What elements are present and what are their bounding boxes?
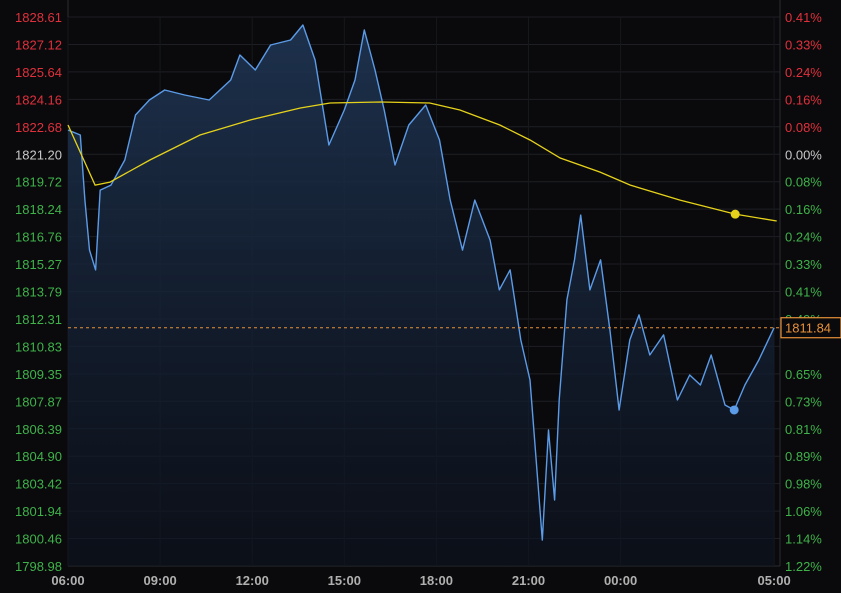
time-tick-label: 15:00 bbox=[328, 573, 361, 588]
right-tick-label: 0.81% bbox=[785, 422, 822, 437]
left-tick-label: 1824.16 bbox=[15, 92, 62, 107]
left-tick-label: 1813.79 bbox=[15, 285, 62, 300]
left-tick-label: 1821.20 bbox=[15, 147, 62, 162]
left-tick-label: 1822.68 bbox=[15, 120, 62, 135]
right-tick-label: 0.08% bbox=[785, 120, 822, 135]
price-line bbox=[67, 24, 775, 541]
left-tick-label: 1815.27 bbox=[15, 257, 62, 272]
right-tick-label: 0.73% bbox=[785, 394, 822, 409]
left-tick-label: 1825.64 bbox=[15, 65, 62, 80]
left-tick-label: 1801.94 bbox=[15, 504, 62, 519]
time-tick-label: 09:00 bbox=[143, 573, 176, 588]
left-tick-label: 1818.24 bbox=[15, 202, 62, 217]
left-axis: 1828.61 1827.12 1825.64 1824.16 1822.68 1821.… bbox=[15, 10, 62, 574]
series-lines bbox=[67, 24, 777, 541]
left-tick-label: 1804.90 bbox=[15, 449, 62, 464]
right-tick-label: 0.00% bbox=[785, 147, 822, 162]
right-tick-label: 0.24% bbox=[785, 65, 822, 80]
right-tick-label: 0.89% bbox=[785, 449, 822, 464]
time-tick-label: 18:00 bbox=[420, 573, 453, 588]
price-area bbox=[68, 25, 775, 566]
right-tick-label: 0.33% bbox=[785, 257, 822, 272]
time-tick-label: 21:00 bbox=[512, 573, 545, 588]
right-tick-label: 0.33% bbox=[785, 37, 822, 52]
left-tick-label: 1827.12 bbox=[15, 37, 62, 52]
left-tick-label: 1828.61 bbox=[15, 10, 62, 25]
time-tick-label: 05:00 bbox=[757, 573, 790, 588]
time-tick-label: 12:00 bbox=[236, 573, 269, 588]
left-tick-label: 1803.42 bbox=[15, 477, 62, 492]
moving_average-marker bbox=[730, 209, 740, 219]
right-tick-label: 0.08% bbox=[785, 175, 822, 190]
left-tick-label: 1806.39 bbox=[15, 422, 62, 437]
left-tick-label: 1800.46 bbox=[15, 532, 62, 547]
right-tick-label: 0.16% bbox=[785, 202, 822, 217]
left-tick-label: 1809.35 bbox=[15, 367, 62, 382]
right-tick-label: 0.16% bbox=[785, 92, 822, 107]
left-tick-label: 1812.31 bbox=[15, 312, 62, 327]
right-tick-label: 0.65% bbox=[785, 367, 822, 382]
price-marker bbox=[729, 405, 739, 415]
right-tick-label: 1.22% bbox=[785, 559, 822, 574]
right-tick-label: 0.41% bbox=[785, 285, 822, 300]
right-tick-label: 0.24% bbox=[785, 230, 822, 245]
left-tick-label: 1816.76 bbox=[15, 230, 62, 245]
current-price-label: 1811.84 bbox=[780, 317, 841, 339]
current-price-box bbox=[780, 317, 841, 339]
left-tick-label: 1819.72 bbox=[15, 175, 62, 190]
price-area-fill bbox=[68, 25, 775, 566]
time-tick-label: 00:00 bbox=[604, 573, 637, 588]
right-tick-label: 0.41% bbox=[785, 10, 822, 25]
time-axis: 06:00 09:00 12:00 15:00 18:00 21:00 00:00 05:00 bbox=[51, 573, 790, 588]
left-tick-label: 1810.83 bbox=[15, 339, 62, 354]
time-tick-label: 06:00 bbox=[51, 573, 84, 588]
right-axis: 0.41% 0.33% 0.24% 0.16% 0.08% 0.00% 0.08% 0.16%… bbox=[785, 10, 822, 574]
current-price-text: 1811.84 bbox=[785, 321, 831, 336]
moving-average-line bbox=[67, 101, 777, 222]
left-tick-label: 1807.87 bbox=[15, 394, 62, 409]
right-tick-label: 1.14% bbox=[785, 532, 822, 547]
right-tick-label: 1.06% bbox=[785, 504, 822, 519]
right-tick-label: 0.98% bbox=[785, 477, 822, 492]
left-tick-label: 1798.98 bbox=[15, 559, 62, 574]
